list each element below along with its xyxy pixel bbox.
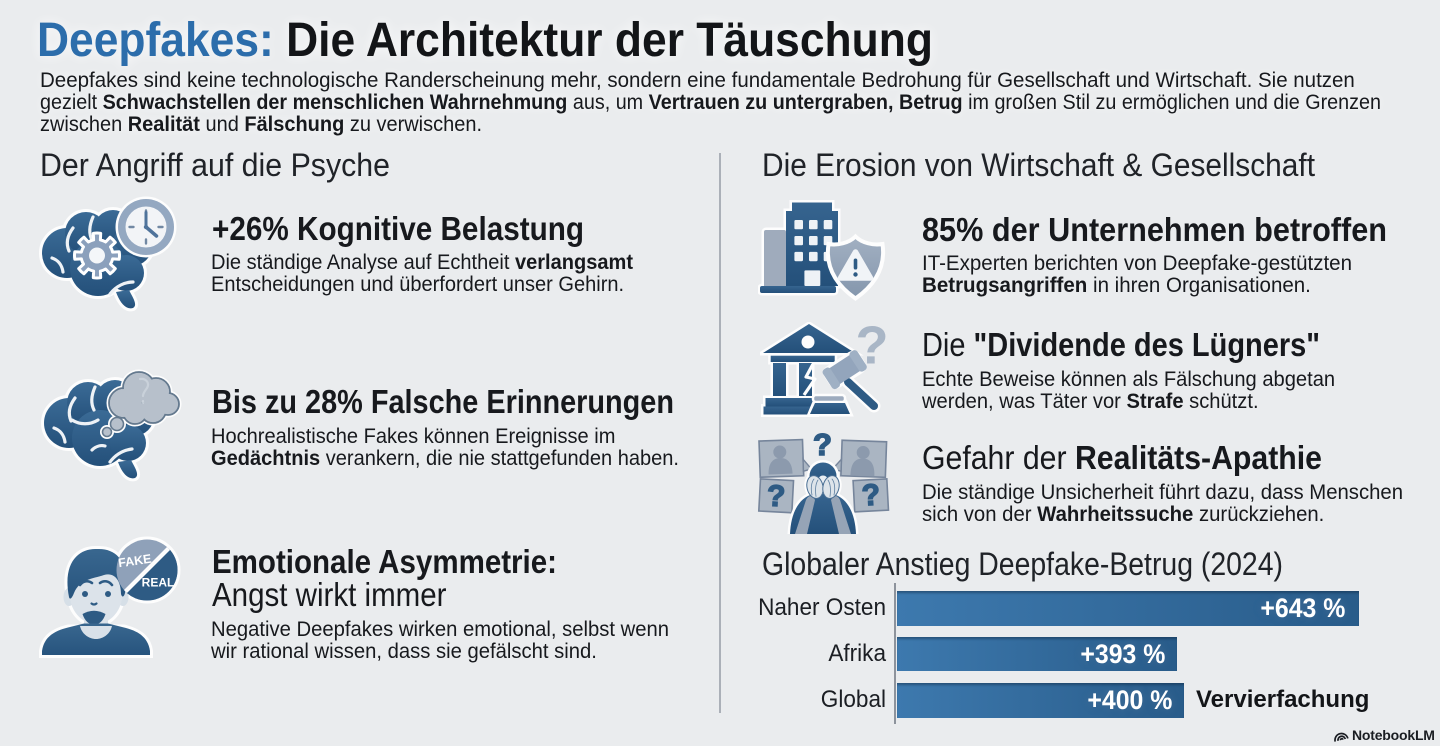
svg-text:FAKE: FAKE <box>117 552 152 571</box>
svg-text:?: ? <box>766 480 786 514</box>
svg-text:?: ? <box>813 432 832 462</box>
svg-text:?: ? <box>861 479 881 513</box>
svg-text:REAL: REAL <box>142 576 175 590</box>
